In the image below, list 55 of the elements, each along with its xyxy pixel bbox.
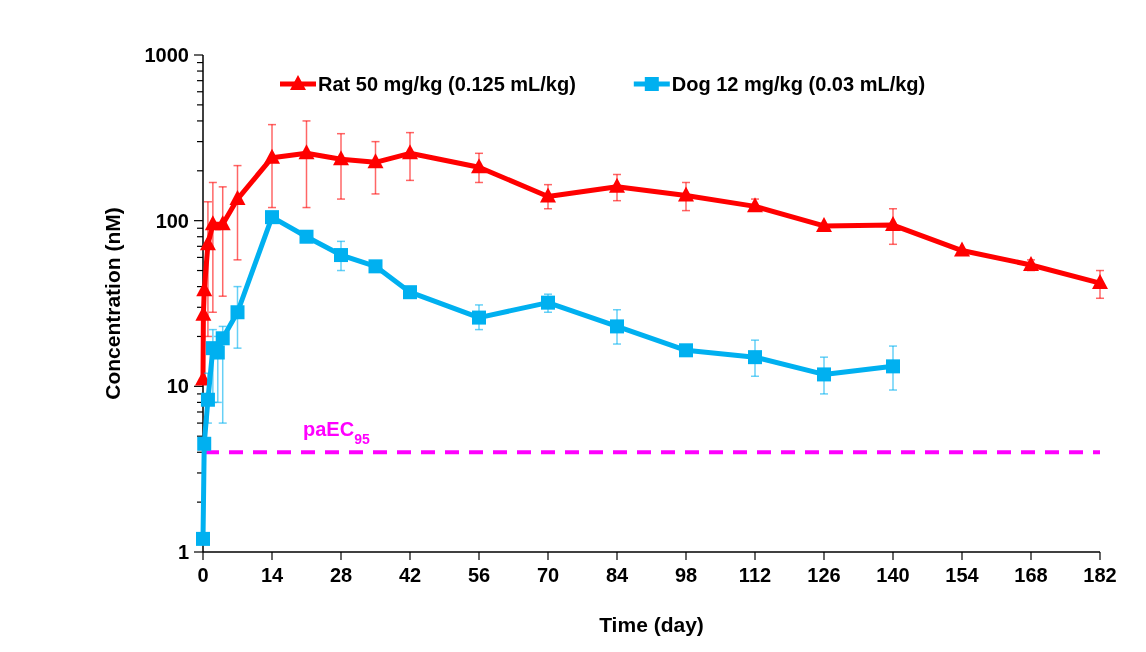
point (196, 531, 210, 546)
point (610, 319, 624, 334)
point (402, 144, 418, 160)
x-tick-label: 0 (197, 564, 209, 586)
x-tick-label: 168 (1014, 564, 1048, 586)
y-axis-title: Concentration (nM) (101, 207, 124, 400)
point (748, 350, 762, 365)
x-tick-label: 154 (945, 564, 980, 586)
x-tick-label: 98 (674, 564, 698, 586)
x-tick-label: 70 (536, 564, 560, 586)
point (747, 197, 763, 213)
point (298, 144, 315, 160)
point (679, 343, 693, 358)
x-tick-label: 42 (398, 564, 422, 586)
x-tick-label: 84 (605, 564, 629, 586)
point (471, 158, 487, 174)
point (678, 186, 694, 202)
y-tick-label: 100 (155, 209, 189, 232)
y-tick-label: 1 (177, 541, 189, 563)
point (540, 187, 556, 203)
x-tick-label: 182 (1083, 564, 1117, 586)
x-tick-label: 140 (876, 564, 910, 586)
point (299, 229, 314, 244)
point (1092, 274, 1108, 290)
point (368, 259, 383, 274)
point (214, 215, 231, 231)
point (265, 210, 279, 225)
x-tick-label: 56 (467, 564, 491, 586)
legend-label: Dog 12 mg/kg (0.03 mL/kg) (671, 73, 926, 95)
point (215, 331, 230, 346)
point (817, 367, 831, 382)
y-tick-label: 1000 (144, 44, 189, 66)
x-tick-label: 112 (738, 564, 772, 586)
point (472, 310, 486, 325)
point (367, 153, 384, 169)
point (199, 235, 216, 251)
point (885, 216, 901, 232)
point (816, 216, 832, 232)
point (230, 305, 245, 320)
point (229, 190, 246, 206)
x-axis-title: Time (day) (599, 613, 704, 636)
point (886, 359, 900, 374)
point (264, 148, 280, 164)
y-tick-label: 10 (166, 375, 189, 398)
point (333, 150, 349, 166)
x-tick-label: 14 (260, 564, 284, 586)
legend-label: Rat 50 mg/kg (0.125 mL/kg) (318, 73, 576, 95)
point (609, 177, 625, 193)
point (197, 436, 212, 451)
point (954, 241, 970, 257)
ref-line-label: paEC$_{95}$ (303, 418, 370, 448)
point (403, 285, 417, 300)
x-tick-label: 126 (807, 564, 841, 586)
x-tick-label: 28 (329, 564, 353, 586)
point (334, 248, 348, 263)
